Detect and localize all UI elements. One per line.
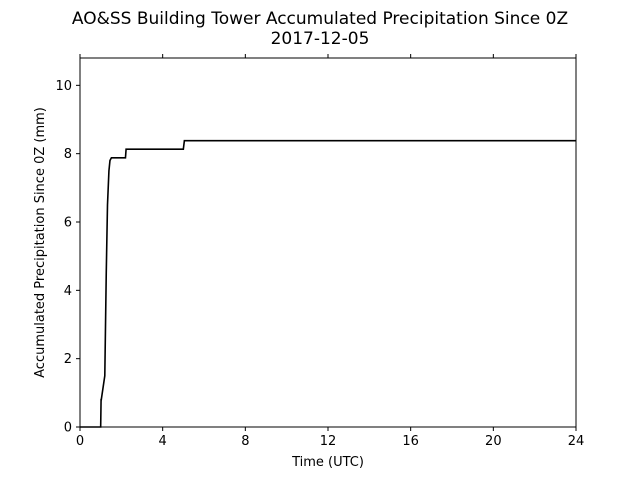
x-tick-label: 16 (402, 434, 419, 449)
y-axis-label: Accumulated Precipitation Since 0Z (mm) (33, 107, 48, 378)
x-tick-label: 4 (159, 434, 167, 449)
x-tick-label: 12 (320, 434, 337, 449)
x-tick-label: 0 (76, 434, 84, 449)
series-line (80, 139, 576, 428)
y-tick-label: 0 (64, 421, 72, 436)
y-tick-label: 10 (55, 79, 72, 94)
chart-title: AO&SS Building Tower Accumulated Precipi… (72, 9, 568, 29)
y-tick-label: 2 (64, 352, 72, 367)
plot-area-frame (79, 57, 577, 428)
x-axis-label: Time (UTC) (291, 455, 364, 470)
y-axis: 0 2 4 6 8 10 (55, 79, 80, 436)
chart-subtitle: 2017-12-05 (271, 29, 370, 49)
series-group (80, 139, 576, 428)
y-tick-label: 4 (64, 284, 72, 299)
x-tick-label: 24 (568, 434, 585, 449)
x-tick-label: 8 (241, 434, 249, 449)
y-tick-label: 8 (64, 147, 72, 162)
x-axis: 0 4 8 12 16 20 24 (76, 54, 584, 449)
y-tick-label: 6 (64, 216, 72, 231)
x-tick-label: 20 (485, 434, 502, 449)
